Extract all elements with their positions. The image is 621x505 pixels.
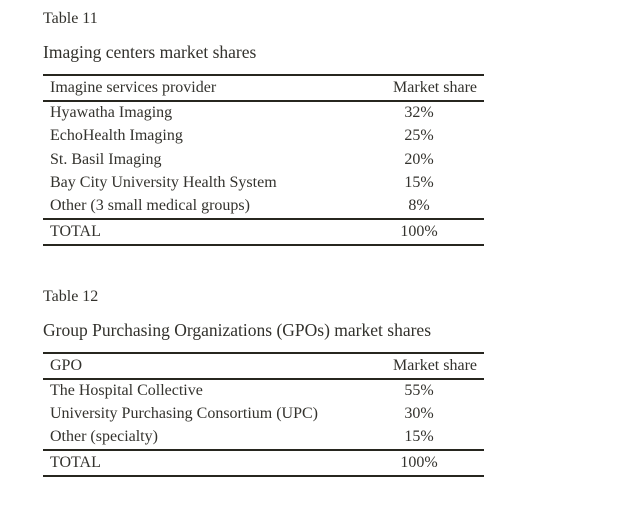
table-12-header: GPO Market share — [43, 353, 484, 380]
total-label: TOTAL — [43, 448, 354, 476]
table-row: University Purchasing Consortium (UPC) 3… — [43, 403, 484, 427]
table-11-section: Table 11 Imaging centers market shares I… — [43, 9, 484, 246]
table-12: GPO Market share The Hospital Collective… — [43, 352, 484, 477]
table-11-footer: TOTAL 100% — [43, 217, 484, 245]
market-share-value: 25% — [404, 127, 434, 145]
total-value: 100% — [354, 448, 484, 476]
total-value: 100% — [354, 217, 484, 245]
gpo-name: University Purchasing Consortium (UPC) — [50, 405, 318, 423]
total-row: TOTAL 100% — [43, 448, 484, 476]
table-12-section: Table 12 Group Purchasing Organizations … — [43, 287, 484, 477]
provider-name: Hyawatha Imaging — [50, 104, 173, 122]
table-12-col-share: Market share — [354, 353, 484, 380]
table-11-col-provider: Imagine services provider — [43, 75, 354, 102]
table-row: Other (specialty) 15% — [43, 426, 484, 450]
table-12-title: Group Purchasing Organizations (GPOs) ma… — [43, 320, 431, 340]
table-11-label: Table 11 — [43, 10, 98, 27]
table-11-title: Imaging centers market shares — [43, 42, 257, 62]
total-label: TOTAL — [43, 217, 354, 245]
table-row: Hyawatha Imaging 32% — [43, 101, 484, 125]
table-12-label: Table 12 — [43, 288, 99, 305]
table-12-col-gpo: GPO — [43, 353, 354, 380]
market-share-value: 20% — [404, 150, 434, 168]
market-share-value: 55% — [404, 382, 434, 400]
provider-name: Other (3 small medical groups) — [50, 197, 250, 215]
table-row: Other (3 small medical groups) 8% — [43, 195, 484, 219]
provider-name: St. Basil Imaging — [50, 150, 162, 168]
gpo-name: Other (specialty) — [50, 428, 158, 446]
table-row: St. Basil Imaging 20% — [43, 148, 484, 172]
provider-name: Bay City University Health System — [50, 174, 277, 192]
table-row: The Hospital Collective 55% — [43, 379, 484, 403]
table-12-footer: TOTAL 100% — [43, 448, 484, 476]
table-11-header: Imagine services provider Market share — [43, 75, 484, 102]
table-header-row: GPO Market share — [43, 353, 484, 380]
table-row: EchoHealth Imaging 25% — [43, 125, 484, 149]
table-12-body: The Hospital Collective 55% University P… — [43, 379, 484, 450]
market-share-value: 15% — [404, 428, 434, 446]
provider-name: EchoHealth Imaging — [50, 127, 183, 145]
table-11-col-share: Market share — [354, 75, 484, 102]
market-share-value: 32% — [404, 104, 434, 122]
gpo-name: The Hospital Collective — [50, 382, 203, 400]
market-share-value: 30% — [404, 405, 434, 423]
table-11-body: Hyawatha Imaging 32% EchoHealth Imaging … — [43, 101, 484, 219]
market-share-value: 15% — [404, 174, 434, 192]
total-row: TOTAL 100% — [43, 217, 484, 245]
table-header-row: Imagine services provider Market share — [43, 75, 484, 102]
market-share-value: 8% — [408, 197, 430, 215]
table-11: Imagine services provider Market share H… — [43, 74, 484, 246]
table-row: Bay City University Health System 15% — [43, 172, 484, 196]
